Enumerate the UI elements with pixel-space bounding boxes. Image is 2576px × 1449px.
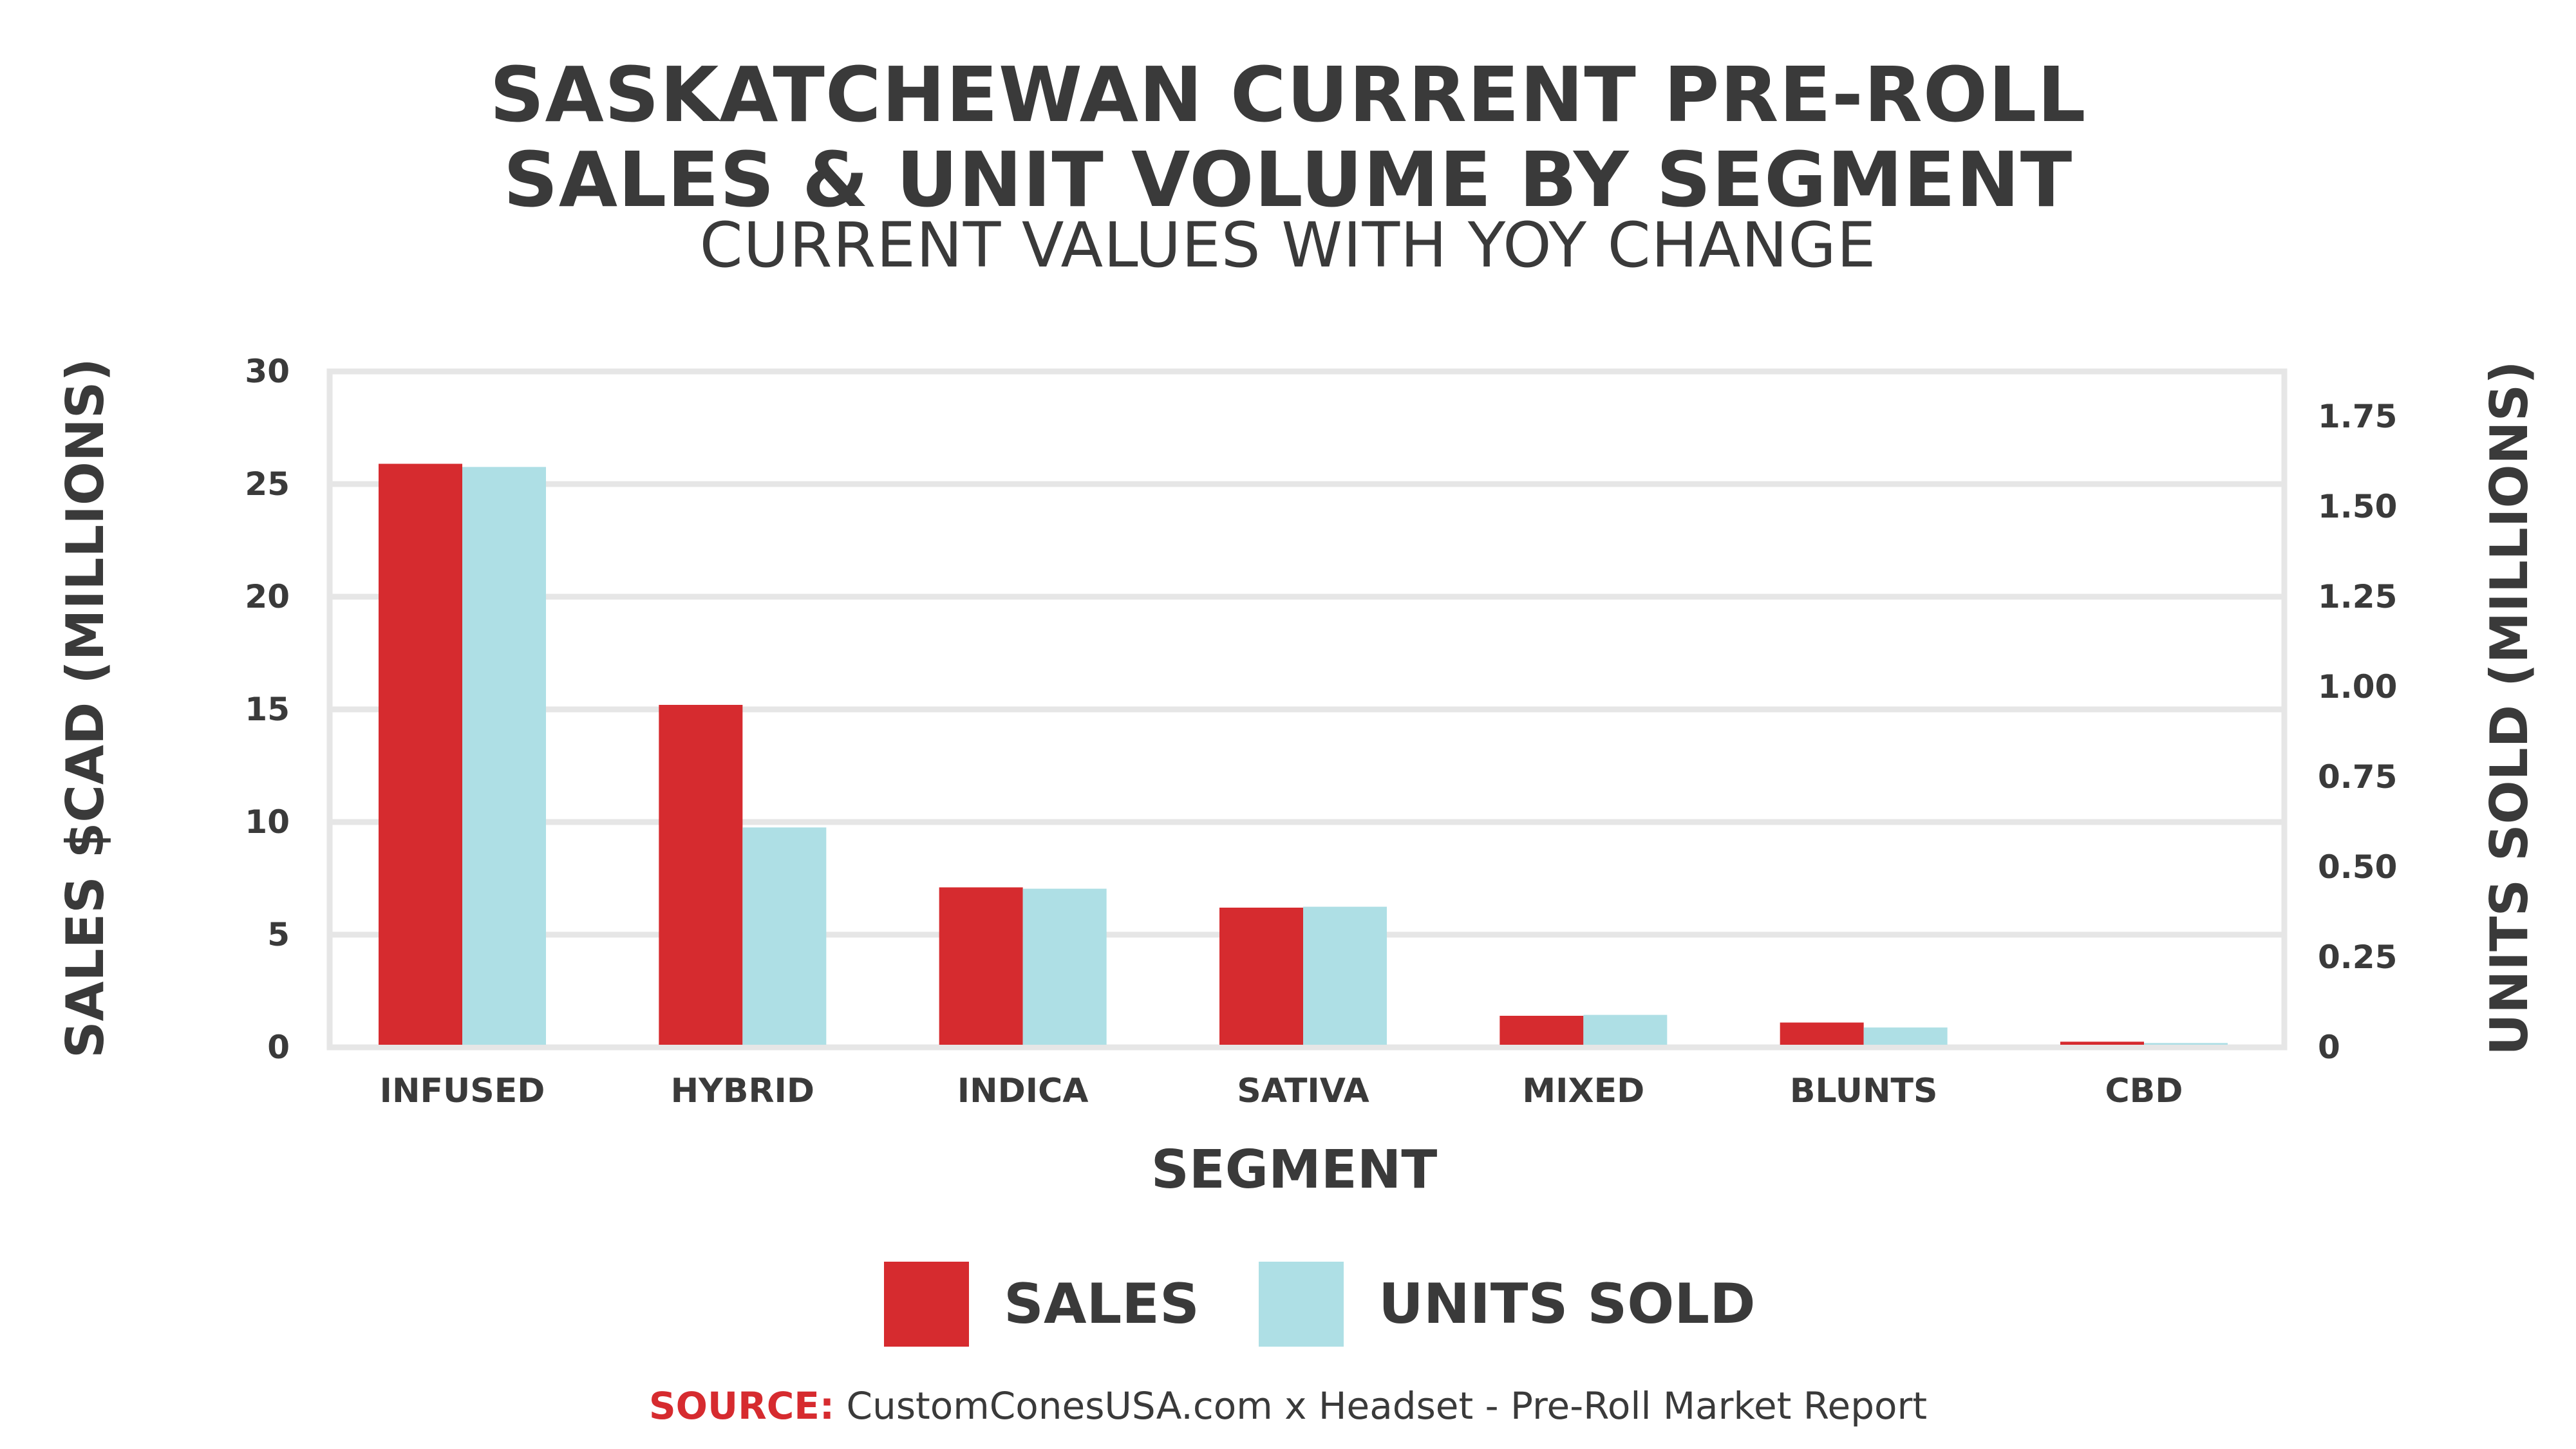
y-right-tick-label: 1.25 — [2318, 578, 2397, 615]
legend-swatch-units — [1259, 1262, 1344, 1347]
y-right-tick-label: 1.00 — [2318, 668, 2397, 706]
bar-sales — [1780, 1022, 1864, 1045]
bars — [379, 463, 2228, 1045]
x-tick-label: SATIVA — [1237, 1072, 1369, 1110]
bar-sales — [1500, 1016, 1584, 1045]
x-tick-label: MIXED — [1522, 1072, 1644, 1110]
bar-units-sold — [1583, 1014, 1668, 1045]
source-label: SOURCE: — [648, 1384, 835, 1428]
y-right-tick-label: 0 — [2318, 1029, 2340, 1066]
bar-units-sold — [742, 827, 827, 1045]
legend-label-sales: SALES — [1004, 1272, 1199, 1336]
chart-title-line2: SALES & UNIT VOLUME BY SEGMENT — [503, 135, 2073, 224]
bar-sales — [379, 463, 462, 1045]
bar-sales — [2060, 1042, 2144, 1045]
bar-units-sold — [1863, 1027, 1948, 1045]
plot-frame — [326, 368, 2288, 1051]
x-tick-label: INDICA — [957, 1072, 1089, 1110]
source-text: CustomConesUSA.com x Headset - Pre-Roll … — [834, 1384, 1928, 1428]
legend-swatch-sales — [884, 1262, 969, 1347]
y-left-tick-label: 0 — [267, 1029, 290, 1066]
bar-units-sold — [1022, 888, 1107, 1045]
legend-item-sales: SALES — [884, 1262, 1199, 1347]
y-right-tick-label: 0.75 — [2318, 758, 2397, 796]
x-tick-label: CBD — [2105, 1072, 2183, 1110]
y-right-tick-label: 1.50 — [2318, 488, 2397, 525]
y-left-tick-label: 15 — [245, 691, 290, 728]
source-note: SOURCE: CustomConesUSA.com x Headset - P… — [0, 1384, 2576, 1428]
x-axis-label: SEGMENT — [1151, 1139, 1438, 1201]
bar-units-sold — [2144, 1043, 2228, 1045]
chart-subtitle: CURRENT VALUES WITH YOY CHANGE — [699, 209, 1877, 281]
x-tick-label: HYBRID — [671, 1072, 814, 1110]
x-tick-label: BLUNTS — [1790, 1072, 1938, 1110]
right-axis-ticks: 0 0.25 0.50 0.75 1.00 1.25 1.50 1.75 — [2318, 398, 2397, 1066]
y-right-tick-label: 1.75 — [2318, 398, 2397, 435]
y-axis-right-label: UNITS SOLD (MILLIONS) — [2479, 360, 2539, 1055]
x-axis-tick-labels: INFUSED HYBRID INDICA SATIVA MIXED BLUNTS CBD — [380, 1072, 2183, 1110]
y-right-tick-label: 0.25 — [2318, 939, 2397, 976]
bar-units-sold — [462, 467, 546, 1045]
y-left-tick-label: 10 — [245, 803, 290, 841]
bar-sales — [939, 887, 1023, 1045]
y-left-tick-label: 30 — [245, 353, 290, 390]
bar-units-sold — [1303, 906, 1387, 1045]
bar-sales — [659, 705, 743, 1045]
y-axis-left-label: SALES $CAD (MILLIONS) — [55, 358, 115, 1058]
legend-item-units: UNITS SOLD — [1259, 1262, 1756, 1347]
y-right-tick-label: 0.50 — [2318, 848, 2397, 886]
y-left-tick-label: 20 — [245, 578, 290, 615]
y-left-tick-label: 25 — [245, 465, 290, 503]
left-axis-ticks: 0 5 10 15 20 25 30 — [245, 353, 290, 1066]
x-tick-label: INFUSED — [380, 1072, 545, 1110]
chart-title-line1: SASKATCHEWAN CURRENT PRE-ROLL — [489, 50, 2087, 139]
y-left-tick-label: 5 — [267, 916, 290, 953]
bar-sales — [1219, 908, 1303, 1045]
legend-label-units: UNITS SOLD — [1378, 1272, 1756, 1336]
